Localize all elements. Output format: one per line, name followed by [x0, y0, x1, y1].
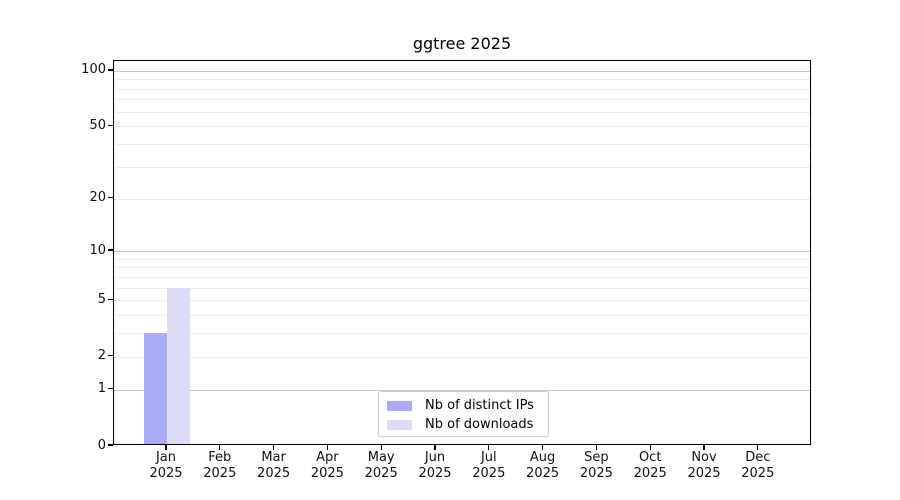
gridline-minor-9 — [114, 258, 810, 260]
y-tick-label-100: 100 — [81, 62, 106, 78]
x-tick-label-month: Jan — [155, 450, 177, 465]
y-tick-mark-5 — [108, 298, 113, 301]
y-tick-label-20: 20 — [89, 190, 106, 205]
x-tick-label-oct: Oct 2025 — [618, 450, 682, 482]
y-tick-label-0: 0 — [97, 437, 106, 453]
y-tick-label-5: 5 — [97, 291, 106, 307]
x-tick-label-jun: Jun 2025 — [403, 450, 467, 482]
x-tick-label-month: Apr — [316, 450, 339, 465]
bar-downloads-jan — [167, 287, 190, 444]
y-tick-label-50: 50 — [89, 117, 106, 133]
gridline-minor-5 — [114, 300, 810, 302]
x-tick-label-apr: Apr 2025 — [295, 450, 359, 482]
x-tick-label-year: 2025 — [741, 466, 775, 481]
x-tick-mark-dec — [757, 445, 759, 450]
y-tick-mark-100 — [108, 69, 113, 71]
gridline-minor-60 — [114, 111, 810, 113]
x-tick-mark-jul — [488, 445, 490, 450]
x-tick-mark-jan — [165, 445, 167, 450]
x-tick-label-year: 2025 — [687, 466, 721, 481]
x-tick-label-jul: Jul 2025 — [457, 450, 521, 482]
x-tick-label-sep: Sep 2025 — [564, 450, 628, 482]
legend: Nb of distinct IPs Nb of downloads — [378, 391, 549, 437]
y-tick-mark-2 — [108, 355, 113, 357]
y-tick-mark-20 — [108, 196, 113, 199]
y-tick-mark-1 — [108, 388, 113, 390]
x-tick-mark-jun — [434, 445, 436, 450]
x-tick-label-month: May — [367, 450, 395, 465]
x-tick-label-month: Nov — [691, 450, 717, 465]
gridline-minor-8 — [114, 267, 810, 269]
gridline-minor-70 — [114, 99, 810, 101]
y-tick-mark-10 — [108, 249, 113, 251]
x-tick-mark-nov — [703, 445, 705, 450]
x-tick-mark-feb — [219, 445, 221, 450]
gridline-major-10 — [114, 251, 810, 253]
y-tick-label-10: 10 — [89, 242, 106, 258]
gridline-minor-90 — [114, 79, 810, 81]
x-tick-label-year: 2025 — [203, 466, 237, 481]
x-tick-label-month: Mar — [261, 450, 286, 465]
gridline-minor-7 — [114, 276, 810, 278]
bar-distinct-ips-jan — [144, 333, 167, 444]
gridline-minor-3 — [114, 333, 810, 335]
legend-label-distinct-ips: Nb of distinct IPs — [425, 398, 534, 413]
x-tick-label-year: 2025 — [418, 466, 452, 481]
x-tick-mark-oct — [649, 445, 651, 450]
y-tick-label-1: 1 — [97, 381, 106, 397]
gridline-major-100 — [114, 70, 810, 72]
legend-row-distinct-ips: Nb of distinct IPs — [379, 396, 548, 415]
plot-area: Nb of distinct IPs Nb of downloads — [113, 60, 811, 445]
x-tick-label-month: Sep — [584, 450, 609, 465]
gridline-minor-2 — [114, 356, 810, 358]
x-tick-label-nov: Nov 2025 — [672, 450, 736, 482]
legend-row-downloads: Nb of downloads — [379, 415, 548, 434]
chart-title: ggtree 2025 — [412, 34, 512, 53]
legend-swatch-distinct-ips — [387, 400, 412, 411]
x-tick-mark-mar — [273, 445, 275, 450]
y-tick-mark-50 — [108, 124, 113, 127]
x-tick-label-month: Feb — [208, 450, 232, 465]
x-tick-label-year: 2025 — [633, 466, 667, 481]
x-tick-label-year: 2025 — [472, 466, 506, 481]
x-tick-label-month: Dec — [745, 450, 771, 465]
gridline-minor-80 — [114, 88, 810, 90]
gridline-minor-40 — [114, 144, 810, 146]
x-tick-label-dec: Dec 2025 — [726, 450, 790, 482]
x-tick-label-month: Oct — [638, 450, 662, 465]
x-tick-label-feb: Feb 2025 — [188, 450, 252, 482]
x-tick-mark-apr — [326, 445, 329, 450]
gridline-minor-4 — [114, 315, 810, 317]
x-tick-label-jan: Jan 2025 — [134, 450, 198, 482]
x-tick-label-year: 2025 — [149, 466, 183, 481]
x-tick-label-year: 2025 — [310, 466, 344, 481]
x-tick-label-may: May 2025 — [349, 450, 413, 482]
x-tick-mark-aug — [542, 445, 544, 450]
x-tick-label-month: Jul — [480, 450, 497, 465]
y-tick-label-2: 2 — [97, 348, 106, 364]
gridline-minor-6 — [114, 287, 810, 289]
x-tick-label-year: 2025 — [526, 466, 560, 481]
gridline-minor-20 — [114, 198, 810, 200]
gridline-minor-50 — [114, 126, 810, 128]
x-tick-mark-sep — [595, 445, 598, 450]
x-tick-mark-may — [380, 445, 382, 450]
x-tick-label-month: Aug — [529, 450, 556, 465]
x-tick-label-mar: Mar 2025 — [242, 450, 306, 482]
gridline-minor-30 — [114, 166, 810, 168]
legend-swatch-downloads — [387, 419, 412, 430]
legend-label-downloads: Nb of downloads — [425, 417, 534, 432]
x-tick-label-month: Jun — [424, 450, 446, 465]
x-tick-label-aug: Aug 2025 — [511, 450, 575, 482]
x-tick-label-year: 2025 — [579, 466, 613, 481]
x-tick-label-year: 2025 — [364, 466, 398, 481]
x-tick-label-year: 2025 — [257, 466, 291, 481]
gridline-major-1 — [114, 389, 810, 391]
y-tick-mark-0 — [108, 444, 113, 446]
